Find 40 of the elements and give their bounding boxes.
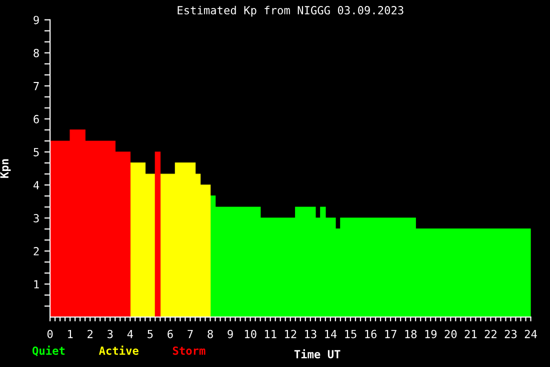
y-tick-label: 5 [34,148,39,156]
y-tick-label: 1 [34,280,39,288]
x-tick-label: 19 [425,330,437,338]
x-tick-label: 18 [405,330,417,338]
y-tick-label: 7 [34,82,39,90]
text: Quiet [32,346,65,356]
x-tick-label: 4 [127,330,133,338]
text: Storm [172,346,206,355]
x-tick-label: 20 [444,330,457,338]
x-tick-label: 16 [365,330,376,338]
x-tick-label: 6 [168,330,173,338]
chart-title: Estimated Kp from NIGGG 03.09.2023 [178,6,404,17]
x-tick-label: 7 [188,330,193,338]
text: Active [98,346,138,355]
y-tick-label: 9 [34,16,39,24]
x-tick-label: 14 [325,330,337,338]
x-tick-label: 5 [148,330,153,338]
x-tick-label: 15 [345,330,356,338]
y-tick-label: 2 [34,247,39,256]
x-tick-label: 11 [265,330,276,338]
y-tick-label: 3 [34,214,39,222]
x-tick-label: 13 [305,330,316,338]
x-tick-label: 22 [484,330,496,338]
x-tick-label: 10 [244,330,256,338]
x-tick-label: 21 [464,330,477,338]
x-tick-label: 3 [108,330,113,338]
y-axis-title: Kpn [0,159,11,178]
x-axis-title: Time UT [294,349,340,358]
x-tick-label: 9 [228,330,233,338]
y-tick-label: 6 [34,114,39,124]
x-tick-label: 23 [504,330,517,338]
y-tick-label: 8 [34,48,39,58]
x-tick-label: 24 [524,330,537,338]
x-tick-label: 12 [285,330,296,338]
x-tick-label: 17 [385,330,396,338]
y-tick-label: 4 [34,181,40,190]
x-tick-label: 8 [208,330,213,338]
x-tick-label: 0 [47,330,53,338]
x-tick-label: 1 [68,330,73,338]
x-tick-label: 2 [88,330,93,338]
